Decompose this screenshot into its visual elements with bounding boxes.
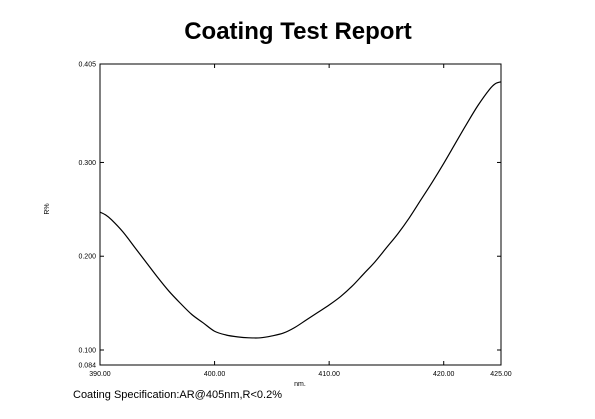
x-tick-label: 410.00 — [318, 371, 340, 378]
x-axis-label: nm. — [294, 381, 306, 388]
y-axis-ticks: 0.084 0.100 0.200 0.300 0.405 — [78, 62, 501, 370]
coating-specification-text: Coating Specification:AR@405nm,R<0.2% — [73, 389, 282, 401]
y-tick-label: 0.300 — [78, 160, 96, 167]
y-tick-label: 0.200 — [78, 254, 96, 261]
reflectance-curve — [99, 81, 502, 339]
y-tick-label: 0.084 — [78, 363, 96, 370]
x-tick-label: 425.00 — [490, 371, 512, 378]
x-axis-ticks: 390.00 400.00 410.00 420.00 425.00 — [89, 64, 512, 378]
x-tick-label: 400.00 — [204, 371, 226, 378]
plot-frame — [99, 63, 502, 366]
chart-title: Coating Test Report — [184, 18, 412, 45]
y-tick-label: 0.405 — [78, 62, 96, 69]
x-tick-label: 420.00 — [433, 371, 455, 378]
y-tick-label: 0.100 — [78, 347, 96, 354]
x-tick-label: 390.00 — [89, 371, 111, 378]
y-axis-label: R% — [44, 203, 51, 214]
